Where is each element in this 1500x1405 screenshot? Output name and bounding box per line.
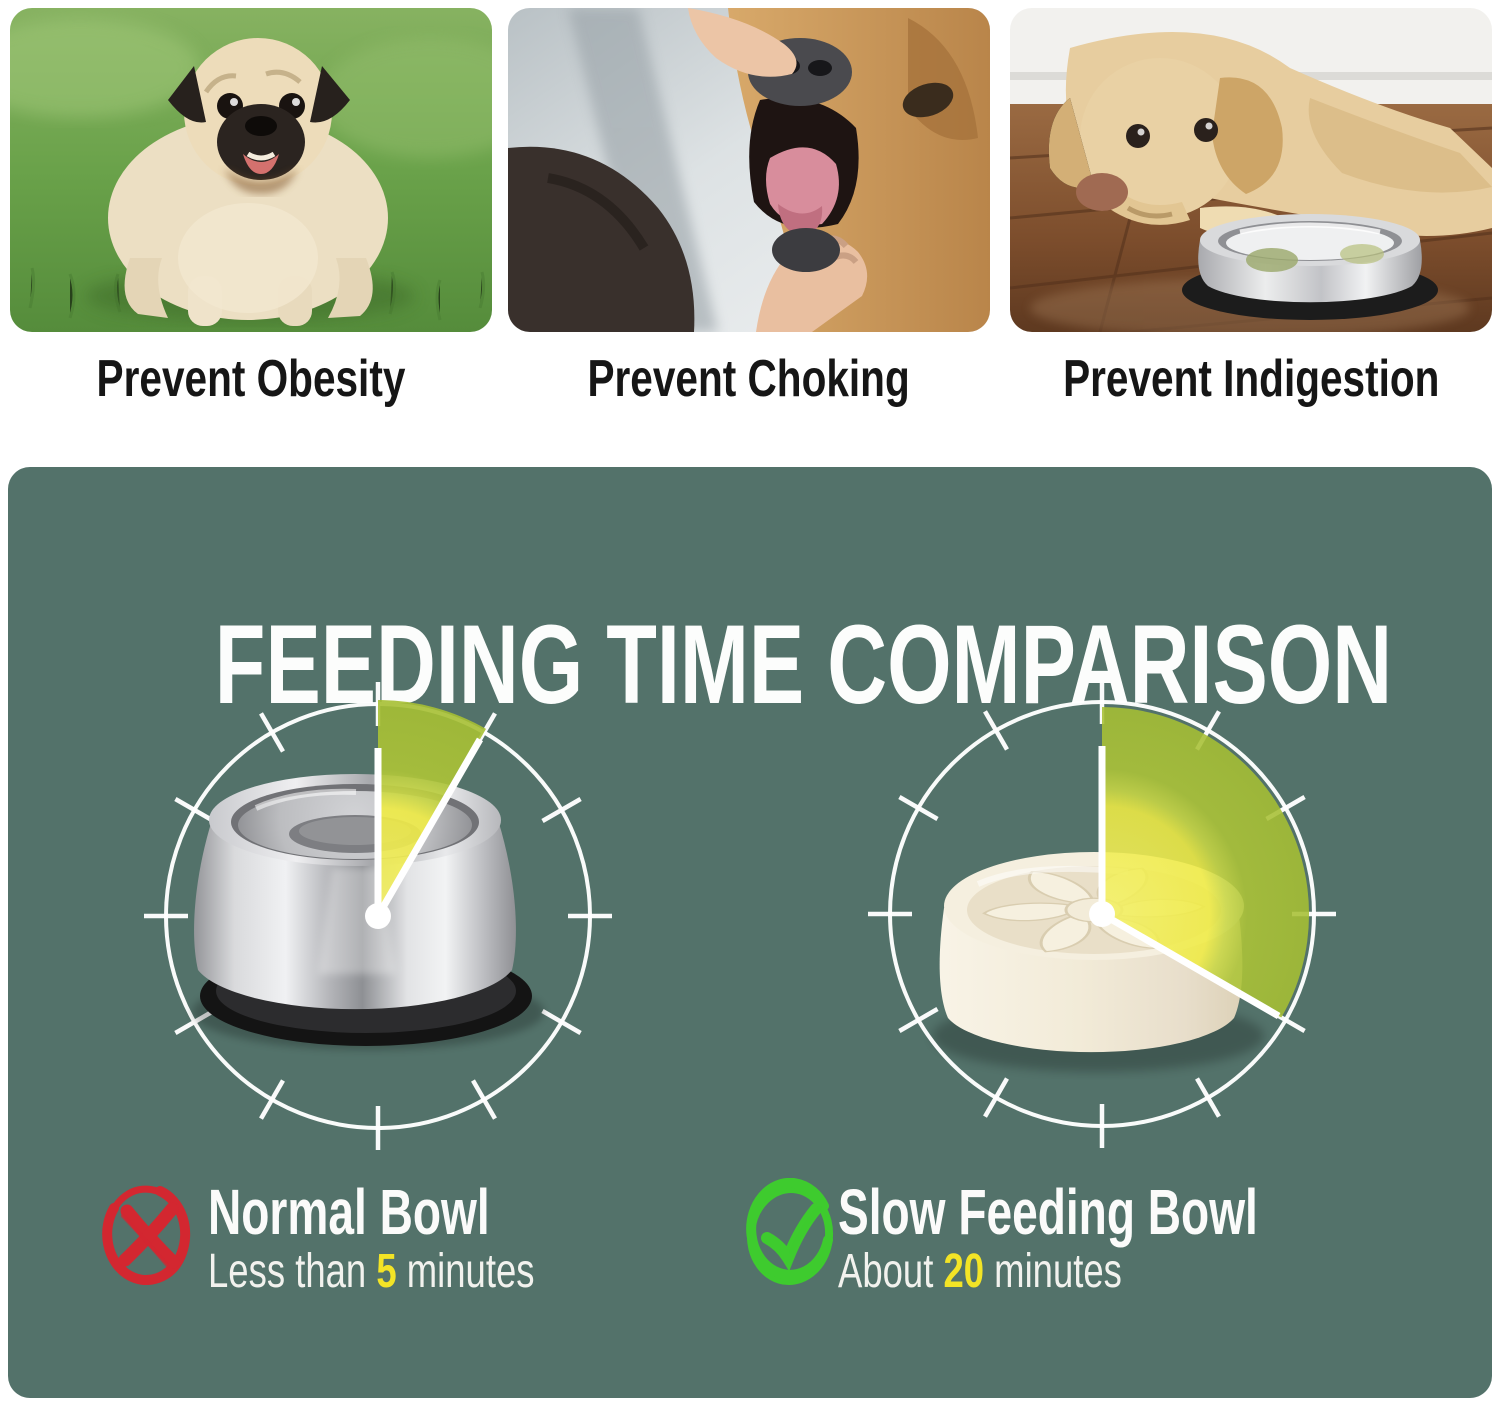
slow-feeder-clock xyxy=(868,680,1336,1148)
check-icon xyxy=(746,1178,834,1285)
clock-dial-ring xyxy=(888,700,1316,1128)
benefit-caption-choking: Prevent Choking xyxy=(587,350,911,408)
time-value-highlight: 5 xyxy=(376,1245,397,1298)
slow-bowl-time: About 20 minutes xyxy=(838,1245,1122,1298)
dog-mouth-check-illustration xyxy=(508,8,990,332)
normal-bowl-label: Normal Bowl xyxy=(208,1176,490,1248)
time-wedge xyxy=(378,700,486,916)
photo-prevent-obesity xyxy=(10,8,492,332)
hand-minutes xyxy=(377,737,484,913)
slow-bowl-label: Slow Feeding Bowl xyxy=(838,1176,1258,1248)
hand-minutes xyxy=(1105,913,1281,1020)
clock-hands xyxy=(1098,746,1281,1020)
photo-prevent-indigestion xyxy=(1010,8,1492,332)
clock-center-dot xyxy=(365,903,391,929)
clock-center-dot xyxy=(1089,901,1115,927)
cross-icon xyxy=(102,1185,191,1285)
normal-bowl-time: Less than 5 minutes xyxy=(208,1245,535,1298)
normal-bowl-clock xyxy=(144,682,612,1150)
comparison-title: FEEDING TIME COMPARISON xyxy=(214,602,1393,728)
photo-prevent-choking xyxy=(508,8,990,332)
fat-pug-on-grass-illustration xyxy=(10,8,492,332)
sad-dog-beside-bowl-illustration xyxy=(1010,8,1492,332)
benefit-caption-obesity: Prevent Obesity xyxy=(96,350,406,408)
time-value-highlight: 20 xyxy=(943,1245,985,1298)
clock-hands xyxy=(374,737,484,913)
benefit-caption-indigestion: Prevent Indigestion xyxy=(1063,350,1440,408)
